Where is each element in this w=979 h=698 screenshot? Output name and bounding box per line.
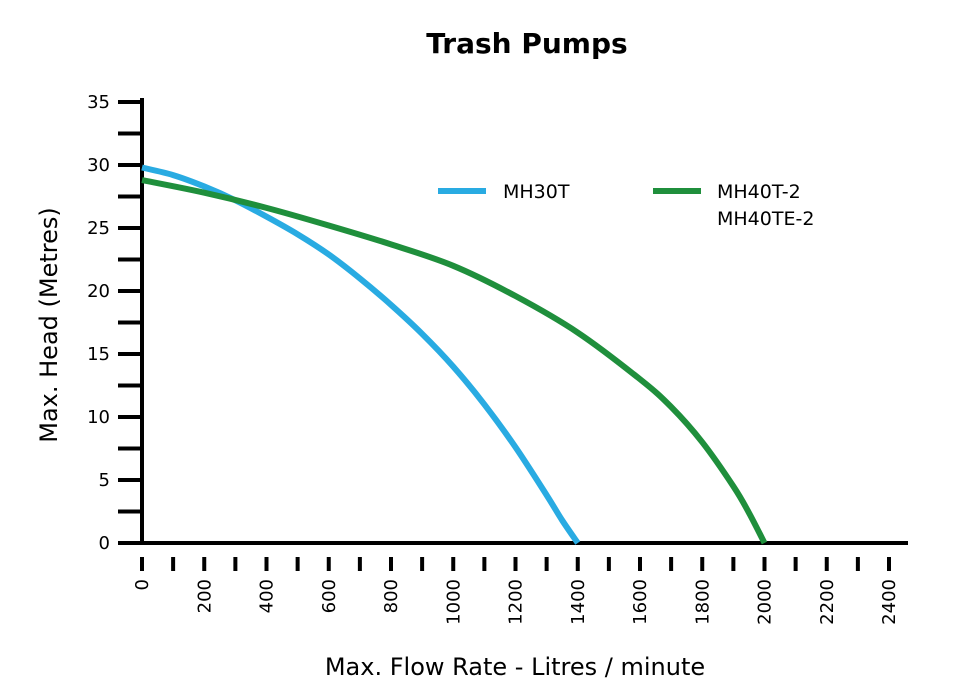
legend-label-2: MH40T-2 [717, 181, 801, 203]
x-tick-label: 1200 [506, 579, 527, 625]
x-axis-label: Max. Flow Rate - Litres / minute [325, 653, 705, 681]
y-tick-label: 5 [99, 470, 110, 491]
x-tick-label: 1600 [630, 579, 651, 625]
y-axis-label: Max. Head (Metres) [35, 207, 63, 442]
y-tick-label: 30 [87, 155, 110, 176]
y-tick-label: 0 [99, 533, 110, 554]
series-line-2 [141, 177, 768, 545]
chart-title: Trash Pumps [426, 27, 627, 60]
series-line-1 [141, 164, 581, 545]
x-tick-label: 1400 [568, 579, 589, 625]
x-tick-label: 600 [319, 579, 340, 613]
y-tick-label: 20 [87, 281, 110, 302]
x-tick-label: 1800 [692, 579, 713, 625]
axes [140, 98, 908, 545]
x-tick-label: 2200 [817, 579, 838, 625]
x-tick-label: 0 [132, 579, 153, 590]
y-tick-label: 10 [87, 407, 110, 428]
x-tick-label: 2400 [879, 579, 900, 625]
x-tick-label: 200 [194, 579, 215, 613]
x-tick-label: 2000 [755, 579, 776, 625]
x-axis-ticks: 0 200 400 600 800 1000 1200 1400 1600 1800 2000 220… [132, 557, 900, 625]
legend: MH30T MH40T-2 MH40TE-2 [438, 181, 814, 230]
x-tick-label: 400 [257, 579, 278, 613]
y-tick-label: 25 [87, 218, 110, 239]
x-tick-label: 1000 [443, 579, 464, 625]
legend-label-1: MH30T [503, 181, 570, 203]
series-layer [141, 164, 768, 545]
y-axis-ticks: 0 5 10 15 20 25 30 35 [87, 92, 142, 554]
y-tick-label: 15 [87, 344, 110, 365]
x-tick-label: 800 [381, 579, 402, 613]
y-tick-label: 35 [87, 92, 110, 113]
legend-label-2: MH40TE-2 [717, 208, 814, 230]
